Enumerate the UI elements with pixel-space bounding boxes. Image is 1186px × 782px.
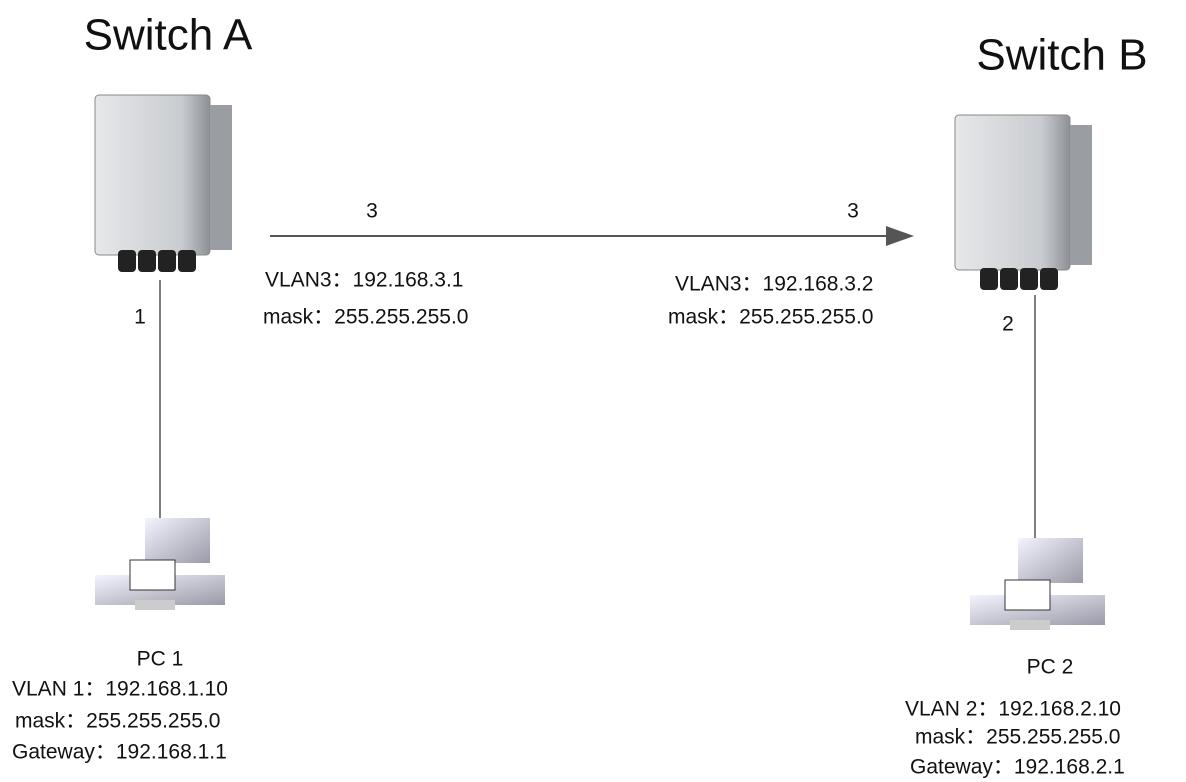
pc-info: VLAN 2：192.168.2.10 <box>905 698 1121 721</box>
port-label: 2 <box>1002 313 1014 336</box>
pc-label: PC 1 <box>137 648 184 671</box>
interface-info: VLAN3：192.168.3.1 <box>265 269 463 292</box>
switch-icon <box>95 95 232 272</box>
interface-info: VLAN3：192.168.3.2 <box>675 273 873 296</box>
pc-label: PC 2 <box>1027 656 1074 679</box>
network-diagram: Switch A Switch B 3 3 VLAN3：192.168.3.1 … <box>0 0 1186 782</box>
port-label: 1 <box>134 306 146 329</box>
port-label: 3 <box>847 200 859 223</box>
switch-title: Switch B <box>976 31 1147 80</box>
pc-icon <box>970 538 1105 630</box>
interface-info: mask：255.255.255.0 <box>263 306 468 329</box>
interface-info: mask：255.255.255.0 <box>668 306 873 329</box>
pc-info: Gateway：192.168.1.1 <box>12 741 227 764</box>
pc-info: mask：255.255.255.0 <box>15 710 220 733</box>
port-label: 3 <box>366 200 378 223</box>
switch-title: Switch A <box>84 11 253 60</box>
pc-info: mask：255.255.255.0 <box>915 726 1120 749</box>
pc-icon <box>95 518 225 610</box>
switch-icon <box>955 115 1092 290</box>
pc-info: VLAN 1：192.168.1.10 <box>12 678 228 701</box>
pc-info: Gateway：192.168.2.1 <box>910 756 1125 779</box>
